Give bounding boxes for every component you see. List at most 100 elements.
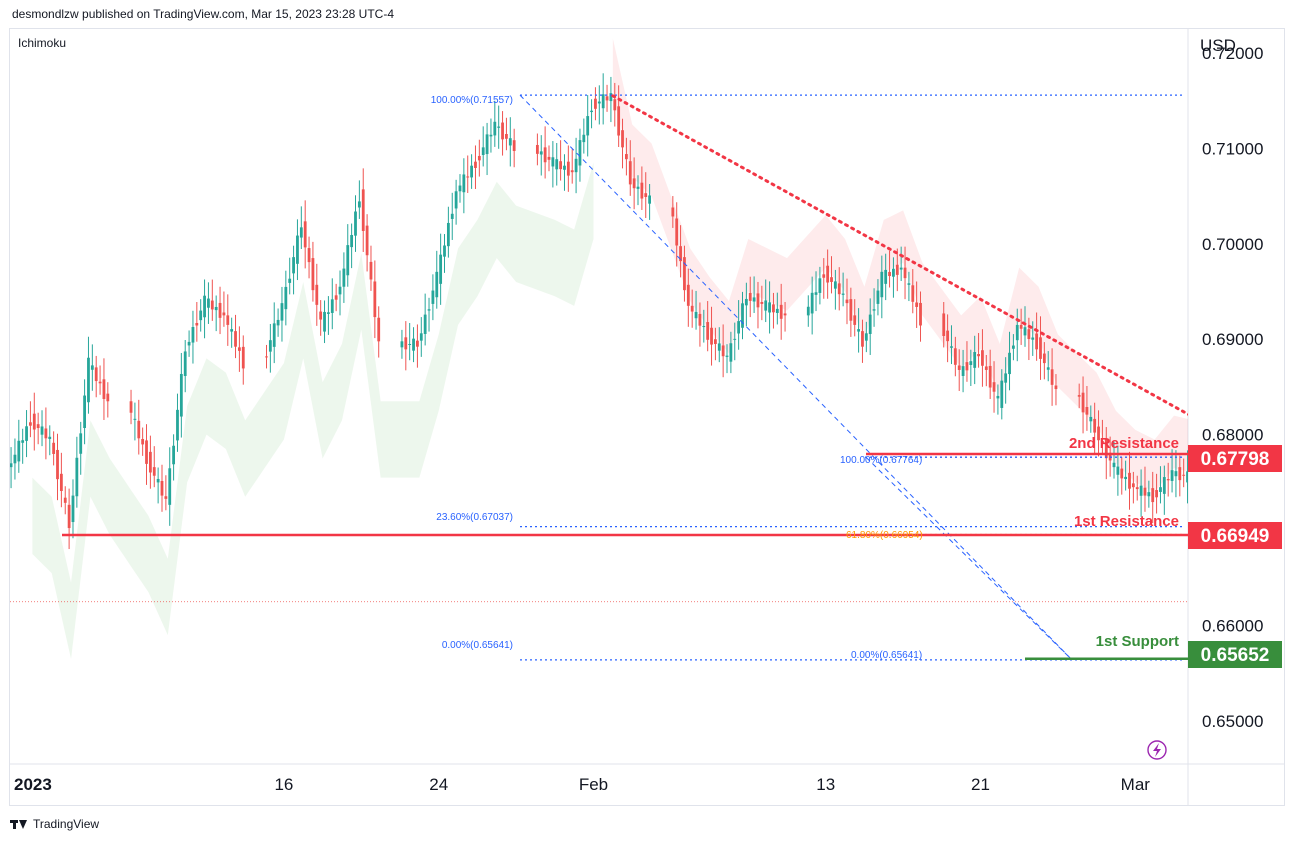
candle-body [59,473,63,491]
candle-body [624,154,628,160]
fib-label-right-100: 100.00%(0.67764) [840,455,922,466]
tradingview-branding[interactable]: TradingView [10,817,99,831]
candle-body [621,130,624,148]
candle-body [872,309,876,311]
candle-body [547,156,551,160]
candle-body [760,302,764,304]
candle-body [454,191,458,209]
candle-body [458,185,462,192]
candle-body [276,319,280,326]
candle-body [694,311,698,319]
fib-label-right-0: 0.00%(0.65641) [851,650,922,661]
indicator-label[interactable]: Ichimoku [18,36,67,50]
candle-body [288,278,292,283]
candle-body [690,305,694,312]
candle-body [416,340,419,347]
candle-body [1081,392,1085,413]
candle-body [1213,474,1216,484]
candle-body [439,254,443,284]
candle-body [1000,380,1004,408]
candle-body [981,350,984,366]
candle-body [13,454,17,464]
candle-body [903,267,907,279]
candle-body [408,344,412,345]
candle-body [888,271,891,277]
candle-body [590,110,593,113]
candle-body [582,134,586,143]
candle-body [1093,418,1097,433]
candle-body [1135,487,1139,490]
price-tag-1st-resistance: 0.66949 [1188,522,1282,549]
x-tick-label: 13 [816,775,835,794]
candle-body [1143,487,1147,496]
candle-body [950,346,953,348]
candle-body [1217,483,1220,485]
candle-body [559,161,563,170]
candle-body [17,440,21,462]
candle-body [721,345,725,357]
candle-body [942,313,946,336]
y-tick-label: 0.70000 [1202,235,1263,254]
candle-body [307,248,311,263]
candle-body [164,496,168,499]
y-tick-label: 0.69000 [1202,330,1263,349]
candle-body [617,106,621,136]
lightning-icon[interactable] [1147,740,1167,760]
candle-body [2,468,5,478]
y-tick-label: 0.71000 [1202,139,1263,158]
candle-body [315,284,319,305]
candle-body [992,382,996,392]
candle-body [1166,479,1170,481]
candle-body [361,189,365,231]
candle-body [648,195,652,204]
candle-body [636,186,640,189]
candle-body [160,480,164,496]
cloud-region [32,162,594,660]
candle-body [969,361,973,365]
candle-body [818,278,822,293]
currency-label: USD [1200,36,1236,55]
candle-body [176,409,179,441]
candle-body [226,315,230,325]
candle-body [29,422,32,426]
candle-body [0,475,1,477]
candle-body [419,333,423,341]
candle-body [632,178,636,189]
candle-body [404,337,408,350]
candle-body [837,283,841,295]
candle-body [884,269,888,284]
candle-body [601,94,605,109]
candle-body [512,140,516,151]
candle-body [75,457,79,497]
candle-body [779,304,783,319]
candle-body [830,277,833,282]
candle-body [772,304,775,313]
candle-body [822,274,826,278]
candle-body [535,144,539,154]
candle-body [1050,369,1054,385]
candle-body [783,313,787,316]
candle-body [338,286,342,295]
candle-body [443,245,446,257]
candle-body [965,362,969,371]
candle-body [1027,329,1031,340]
candle-body [710,327,713,345]
candle-body [1260,596,1263,615]
candle-body [133,418,137,420]
candle-body [79,433,83,454]
candle-body [543,147,547,163]
candle-body [299,227,303,238]
candle-body [365,225,369,256]
candle-body [683,257,686,291]
candle-body [346,245,350,276]
candle-body [1159,487,1162,492]
candle-body [764,300,768,311]
candle-body [90,365,94,370]
candle-body [1248,558,1251,573]
candle-body [10,463,13,468]
candle-body [1155,490,1158,498]
candle-body [539,151,543,155]
candle-body [203,295,206,318]
candle-body [234,331,237,347]
